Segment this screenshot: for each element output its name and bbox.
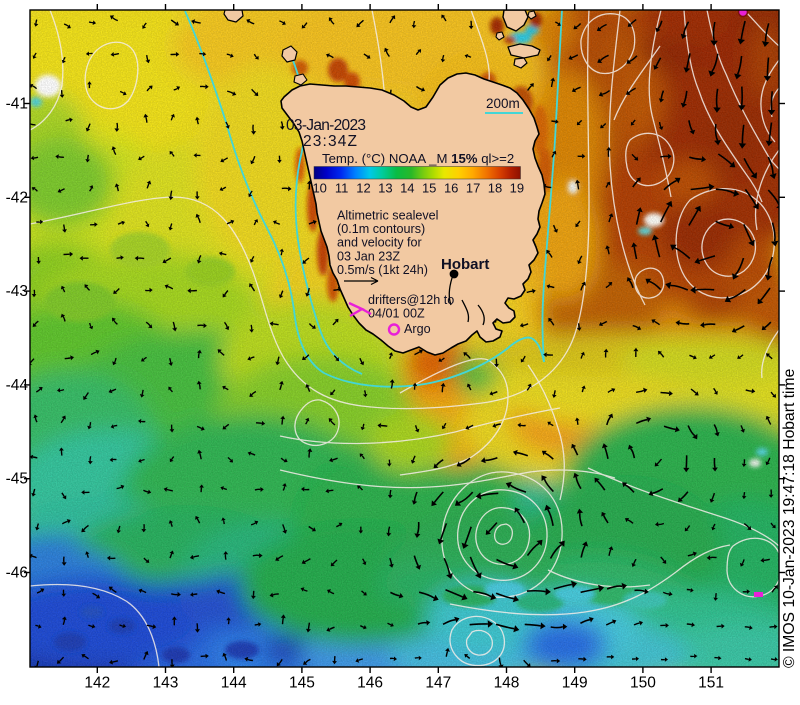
svg-text:23:34Z: 23:34Z <box>303 133 357 150</box>
svg-text:11: 11 <box>335 181 349 196</box>
svg-text:and velocity for: and velocity for <box>337 236 422 250</box>
svg-text:150: 150 <box>630 675 656 692</box>
svg-text:149: 149 <box>562 675 588 692</box>
svg-text:04/01 00Z: 04/01 00Z <box>368 307 425 321</box>
svg-text:18: 18 <box>488 181 502 196</box>
svg-text:146: 146 <box>357 675 383 692</box>
svg-text:Temp. (°C) NOAA _M 15% ql>=2: Temp. (°C) NOAA _M 15% ql>=2 <box>322 151 514 166</box>
svg-text:144: 144 <box>221 675 247 692</box>
svg-text:03 Jan 23Z: 03 Jan 23Z <box>337 249 400 263</box>
svg-text:14: 14 <box>400 181 414 196</box>
svg-text:12: 12 <box>356 181 370 196</box>
svg-text:151: 151 <box>698 675 724 692</box>
svg-text:drifters@12h to: drifters@12h to <box>368 293 454 307</box>
svg-text:15: 15 <box>422 181 436 196</box>
svg-text:-43: -43 <box>6 283 28 300</box>
svg-text:19: 19 <box>510 181 524 196</box>
svg-text:17: 17 <box>466 181 480 196</box>
svg-text:-41: -41 <box>6 96 28 113</box>
svg-text:16: 16 <box>444 181 458 196</box>
svg-text:(0.1m contours): (0.1m contours) <box>337 222 425 236</box>
svg-text:03-Jan-2023: 03-Jan-2023 <box>286 117 366 134</box>
svg-text:142: 142 <box>84 675 110 692</box>
svg-text:147: 147 <box>425 675 451 692</box>
svg-text:10: 10 <box>312 181 326 196</box>
svg-text:143: 143 <box>153 675 179 692</box>
svg-text:Hobart: Hobart <box>441 256 489 273</box>
svg-text:0.5m/s (1kt 24h): 0.5m/s (1kt 24h) <box>337 263 428 277</box>
svg-text:-44: -44 <box>6 377 29 394</box>
svg-text:148: 148 <box>494 675 520 692</box>
svg-text:© IMOS 10-Jan-2023 19:47:18 Ho: © IMOS 10-Jan-2023 19:47:18 Hobart time <box>781 368 798 668</box>
svg-text:-45: -45 <box>6 471 28 488</box>
svg-text:13: 13 <box>378 181 392 196</box>
svg-text:145: 145 <box>289 675 315 692</box>
svg-text:Argo: Argo <box>404 322 431 336</box>
svg-text:200m: 200m <box>486 96 520 111</box>
svg-text:-42: -42 <box>6 189 28 206</box>
svg-text:-46: -46 <box>6 565 28 582</box>
svg-text:Altimetric sealevel: Altimetric sealevel <box>337 209 438 223</box>
